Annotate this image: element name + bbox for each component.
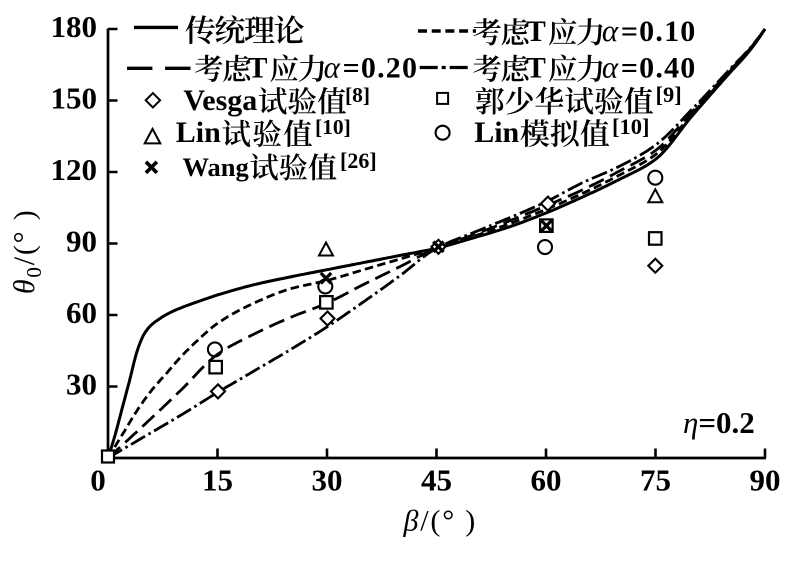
svg-text:180: 180 <box>51 9 98 44</box>
svg-text:30: 30 <box>312 463 343 498</box>
svg-text:=0.40: =0.40 <box>621 52 697 85</box>
svg-text:150: 150 <box>51 81 98 116</box>
svg-text:η=0.2: η=0.2 <box>683 405 755 440</box>
svg-text:45: 45 <box>421 463 452 498</box>
svg-text:=0.20: =0.20 <box>343 52 419 85</box>
svg-text:[8]: [8] <box>345 83 370 107</box>
svg-text:75: 75 <box>640 463 671 498</box>
svg-text:0: 0 <box>90 463 106 498</box>
svg-text:30: 30 <box>66 367 97 402</box>
svg-text:β/(° ): β/(° ) <box>403 505 478 538</box>
svg-text:90: 90 <box>66 224 97 259</box>
svg-text:Lin: Lin <box>176 116 221 149</box>
svg-text:α: α <box>602 50 619 85</box>
svg-text:α: α <box>324 50 341 85</box>
svg-text:T: T <box>526 53 546 85</box>
svg-text:15: 15 <box>202 463 233 498</box>
svg-text:Lin: Lin <box>474 116 519 149</box>
svg-text:T: T <box>526 16 546 48</box>
svg-text:60: 60 <box>66 295 97 330</box>
svg-text:[26]: [26] <box>340 148 377 173</box>
svg-text:120: 120 <box>51 152 98 187</box>
svg-text:Vesga: Vesga <box>183 84 257 117</box>
svg-text:[10]: [10] <box>315 115 351 139</box>
svg-text:Wang: Wang <box>183 152 249 182</box>
svg-text:α: α <box>602 13 619 48</box>
svg-text:[9]: [9] <box>656 82 682 107</box>
svg-text:60: 60 <box>531 463 562 498</box>
svg-text:θ0/(° ): θ0/(° ) <box>8 208 46 294</box>
svg-text:90: 90 <box>750 463 781 498</box>
svg-text:=0.10: =0.10 <box>621 15 697 48</box>
svg-text:[10]: [10] <box>612 114 650 139</box>
svg-text:T: T <box>248 53 268 85</box>
